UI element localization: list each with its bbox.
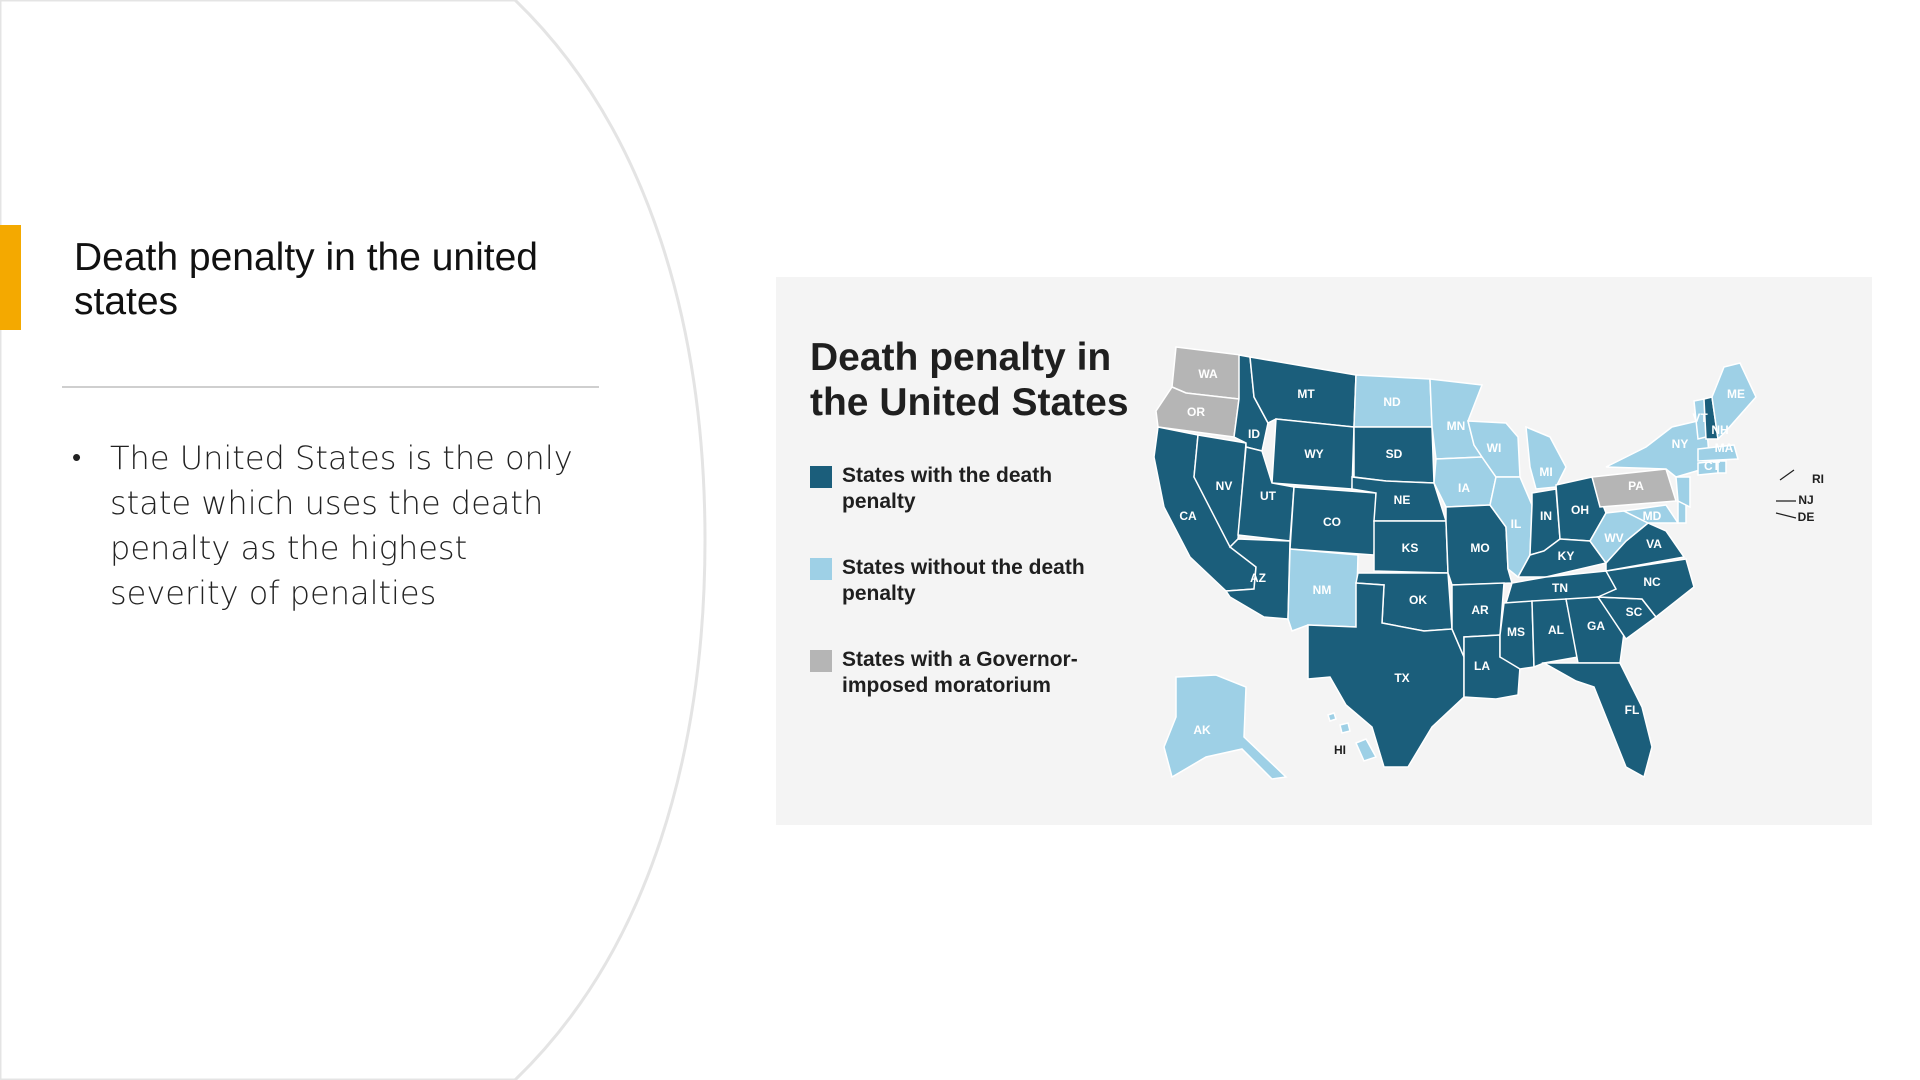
state-label-ar: AR bbox=[1471, 603, 1489, 617]
state-label-il: IL bbox=[1511, 517, 1522, 531]
state-label-ok: OK bbox=[1409, 593, 1427, 607]
state-label-sc: SC bbox=[1626, 605, 1643, 619]
legend-swatch-moratorium bbox=[810, 650, 832, 672]
state-label-nm: NM bbox=[1313, 583, 1332, 597]
state-label-ct: CT bbox=[1704, 459, 1721, 473]
state-label-ma: MA bbox=[1715, 441, 1734, 455]
state-label-ms: MS bbox=[1507, 625, 1525, 639]
state-label-in: IN bbox=[1540, 509, 1552, 523]
state-label-ga: GA bbox=[1587, 619, 1605, 633]
state-label-oh: OH bbox=[1571, 503, 1589, 517]
state-ri bbox=[1717, 460, 1727, 474]
state-fl bbox=[1541, 662, 1653, 779]
legend-item-with: States with the death penalty bbox=[810, 463, 1130, 519]
state-label-mo: MO bbox=[1470, 541, 1489, 555]
state-label-mt: MT bbox=[1297, 387, 1315, 401]
state-label-id: ID bbox=[1248, 427, 1260, 441]
bullet-item: • The United States is the only state wh… bbox=[72, 436, 592, 616]
state-label-pa: PA bbox=[1628, 479, 1644, 493]
bullet-list: • The United States is the only state wh… bbox=[72, 436, 592, 616]
legend-swatch-with bbox=[810, 466, 832, 488]
state-label-vt: VT bbox=[1692, 411, 1708, 425]
state-label-mn: MN bbox=[1447, 419, 1466, 433]
state-label-wy: WY bbox=[1304, 447, 1323, 461]
state-label-la: LA bbox=[1474, 659, 1490, 673]
state-label-nd: ND bbox=[1383, 395, 1401, 409]
bullet-text: The United States is the only state whic… bbox=[110, 439, 573, 612]
state-pa bbox=[1591, 468, 1677, 508]
state-label-ks: KS bbox=[1402, 541, 1419, 555]
state-label-ne: NE bbox=[1394, 493, 1411, 507]
state-hi bbox=[1327, 712, 1378, 762]
state-label-nj: NJ bbox=[1798, 493, 1813, 507]
state-label-ri: RI bbox=[1812, 472, 1824, 486]
us-states bbox=[1153, 346, 1757, 780]
state-label-tn: TN bbox=[1552, 581, 1568, 595]
state-label-sd: SD bbox=[1386, 447, 1403, 461]
state-label-nv: NV bbox=[1216, 479, 1233, 493]
state-me bbox=[1711, 362, 1757, 441]
state-label-wv: WV bbox=[1604, 531, 1623, 545]
state-label-az: AZ bbox=[1250, 571, 1266, 585]
state-label-co: CO bbox=[1323, 515, 1341, 529]
state-label-hi: HI bbox=[1334, 743, 1346, 757]
state-label-ia: IA bbox=[1458, 481, 1470, 495]
state-mi bbox=[1525, 425, 1567, 490]
state-label-wa: WA bbox=[1198, 367, 1218, 381]
state-label-va: VA bbox=[1646, 537, 1662, 551]
legend-item-without: States without the death penalty bbox=[810, 555, 1130, 611]
state-al bbox=[1531, 598, 1579, 669]
legend-swatch-without bbox=[810, 558, 832, 580]
death-penalty-map-figure: Death penalty in the United States State… bbox=[776, 277, 1872, 825]
title-accent-bar bbox=[0, 225, 21, 330]
slide-title: Death penalty in the united states bbox=[74, 236, 539, 323]
state-label-nh: NH bbox=[1711, 423, 1728, 437]
state-label-nc: NC bbox=[1643, 575, 1661, 589]
us-map: WA OR CA NV ID MT WY UT AZ CO NM ND SD NE KS OK TX MN IA MO… bbox=[1153, 346, 1824, 780]
state-ny bbox=[1605, 418, 1711, 478]
state-nj bbox=[1675, 476, 1691, 509]
state-label-fl: FL bbox=[1625, 703, 1640, 717]
us-state-labels: WA OR CA NV ID MT WY UT AZ CO NM ND SD NE KS OK TX MN IA MO… bbox=[1179, 367, 1824, 757]
state-label-ny: NY bbox=[1672, 437, 1689, 451]
callout-lines bbox=[1775, 469, 1797, 519]
legend-label-without: States without the death penalty bbox=[842, 556, 1085, 605]
state-label-ut: UT bbox=[1260, 489, 1277, 503]
state-label-tx: TX bbox=[1394, 671, 1409, 685]
state-label-me: ME bbox=[1727, 387, 1745, 401]
title-divider bbox=[62, 386, 599, 388]
state-label-wi: WI bbox=[1487, 441, 1502, 455]
state-ma bbox=[1697, 444, 1739, 462]
bullet-icon: • bbox=[72, 443, 82, 473]
state-label-de: DE bbox=[1798, 510, 1815, 524]
state-label-mi: MI bbox=[1539, 465, 1552, 479]
state-label-al: AL bbox=[1548, 623, 1564, 637]
state-label-or: OR bbox=[1187, 405, 1205, 419]
state-nc bbox=[1597, 558, 1695, 619]
map-heading: Death penalty in the United States bbox=[810, 336, 1129, 424]
legend-label-with: States with the death penalty bbox=[842, 464, 1053, 513]
state-label-ky: KY bbox=[1558, 549, 1575, 563]
state-label-md: MD bbox=[1643, 509, 1662, 523]
state-ky bbox=[1516, 538, 1608, 578]
state-label-ca: CA bbox=[1179, 509, 1197, 523]
state-ak bbox=[1163, 674, 1288, 780]
legend-label-moratorium: States with a Governor-imposed moratoriu… bbox=[842, 648, 1078, 697]
state-label-ak: AK bbox=[1193, 723, 1211, 737]
legend-item-moratorium: States with a Governor-imposed moratoriu… bbox=[810, 647, 1130, 703]
